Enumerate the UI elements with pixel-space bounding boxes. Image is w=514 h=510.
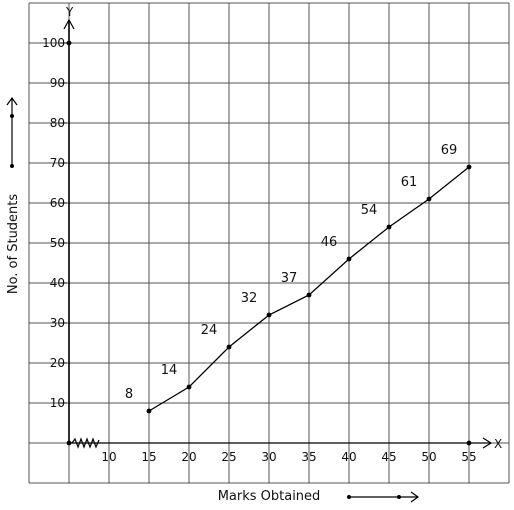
data-label: 8 — [125, 387, 133, 402]
data-label: 24 — [201, 323, 218, 338]
y-tick-label: 20 — [50, 356, 65, 370]
x-tick-label: 45 — [381, 450, 396, 464]
data-point — [386, 224, 392, 230]
y-axis-end-point — [66, 40, 72, 46]
y-tick-label: 40 — [50, 276, 65, 290]
x-axis-arrow — [482, 437, 493, 449]
x-tick-label: 10 — [101, 450, 116, 464]
y-tick-label: 60 — [50, 196, 65, 210]
origin-point — [66, 440, 72, 446]
axes: X Y — [63, 5, 502, 451]
y-tick-label: 30 — [50, 316, 65, 330]
x-tick-label: 25 — [221, 450, 236, 464]
data-label: 69 — [441, 143, 458, 158]
x-axis-letter: X — [494, 437, 502, 451]
data-label: 37 — [281, 271, 298, 286]
data-label: 32 — [241, 291, 258, 306]
x-tick-label: 35 — [301, 450, 316, 464]
x-tick-label: 50 — [421, 450, 436, 464]
x-tick-label: 40 — [341, 450, 356, 464]
y-tick-label: 10 — [50, 396, 65, 410]
data-point — [426, 196, 432, 202]
data-point — [266, 312, 272, 318]
y-axis-letter: Y — [65, 5, 74, 19]
x-tick-label: 30 — [261, 450, 276, 464]
y-tick-label: 50 — [50, 236, 65, 250]
data-point — [226, 344, 232, 350]
data-point — [466, 164, 472, 170]
y-axis-title: No. of Students — [6, 194, 21, 295]
data-label: 61 — [401, 175, 418, 190]
x-tick-label: 55 — [461, 450, 476, 464]
x-tick-label: 20 — [181, 450, 196, 464]
y-title-arrow — [6, 96, 18, 168]
axis-break-zigzag — [71, 437, 100, 449]
data-point — [346, 256, 352, 262]
y-tick-label: 70 — [50, 156, 65, 170]
data-label: 54 — [361, 203, 378, 218]
data-point — [146, 408, 152, 414]
x-title-arrow — [347, 491, 420, 503]
data-label: 46 — [321, 235, 338, 250]
grid — [28, 2, 510, 484]
y-axis-arrow — [63, 18, 75, 30]
y-tick-label: 100 — [42, 36, 65, 50]
y-tick-label: 80 — [50, 116, 65, 130]
x-tick-labels: 10 15 20 25 30 35 40 45 50 55 — [101, 450, 476, 464]
series-line — [66, 40, 472, 446]
data-labels: 8 14 24 32 37 46 54 61 69 — [125, 143, 457, 402]
y-tick-labels: 10 20 30 40 50 60 70 80 90 100 — [42, 36, 67, 410]
y-tick-label: 90 — [50, 76, 65, 90]
data-label: 14 — [161, 363, 178, 378]
data-point — [186, 384, 192, 390]
x-axis-end-point — [466, 440, 472, 446]
x-axis-title: Marks Obtained — [218, 489, 321, 504]
x-tick-label: 15 — [141, 450, 156, 464]
data-point — [306, 292, 312, 298]
